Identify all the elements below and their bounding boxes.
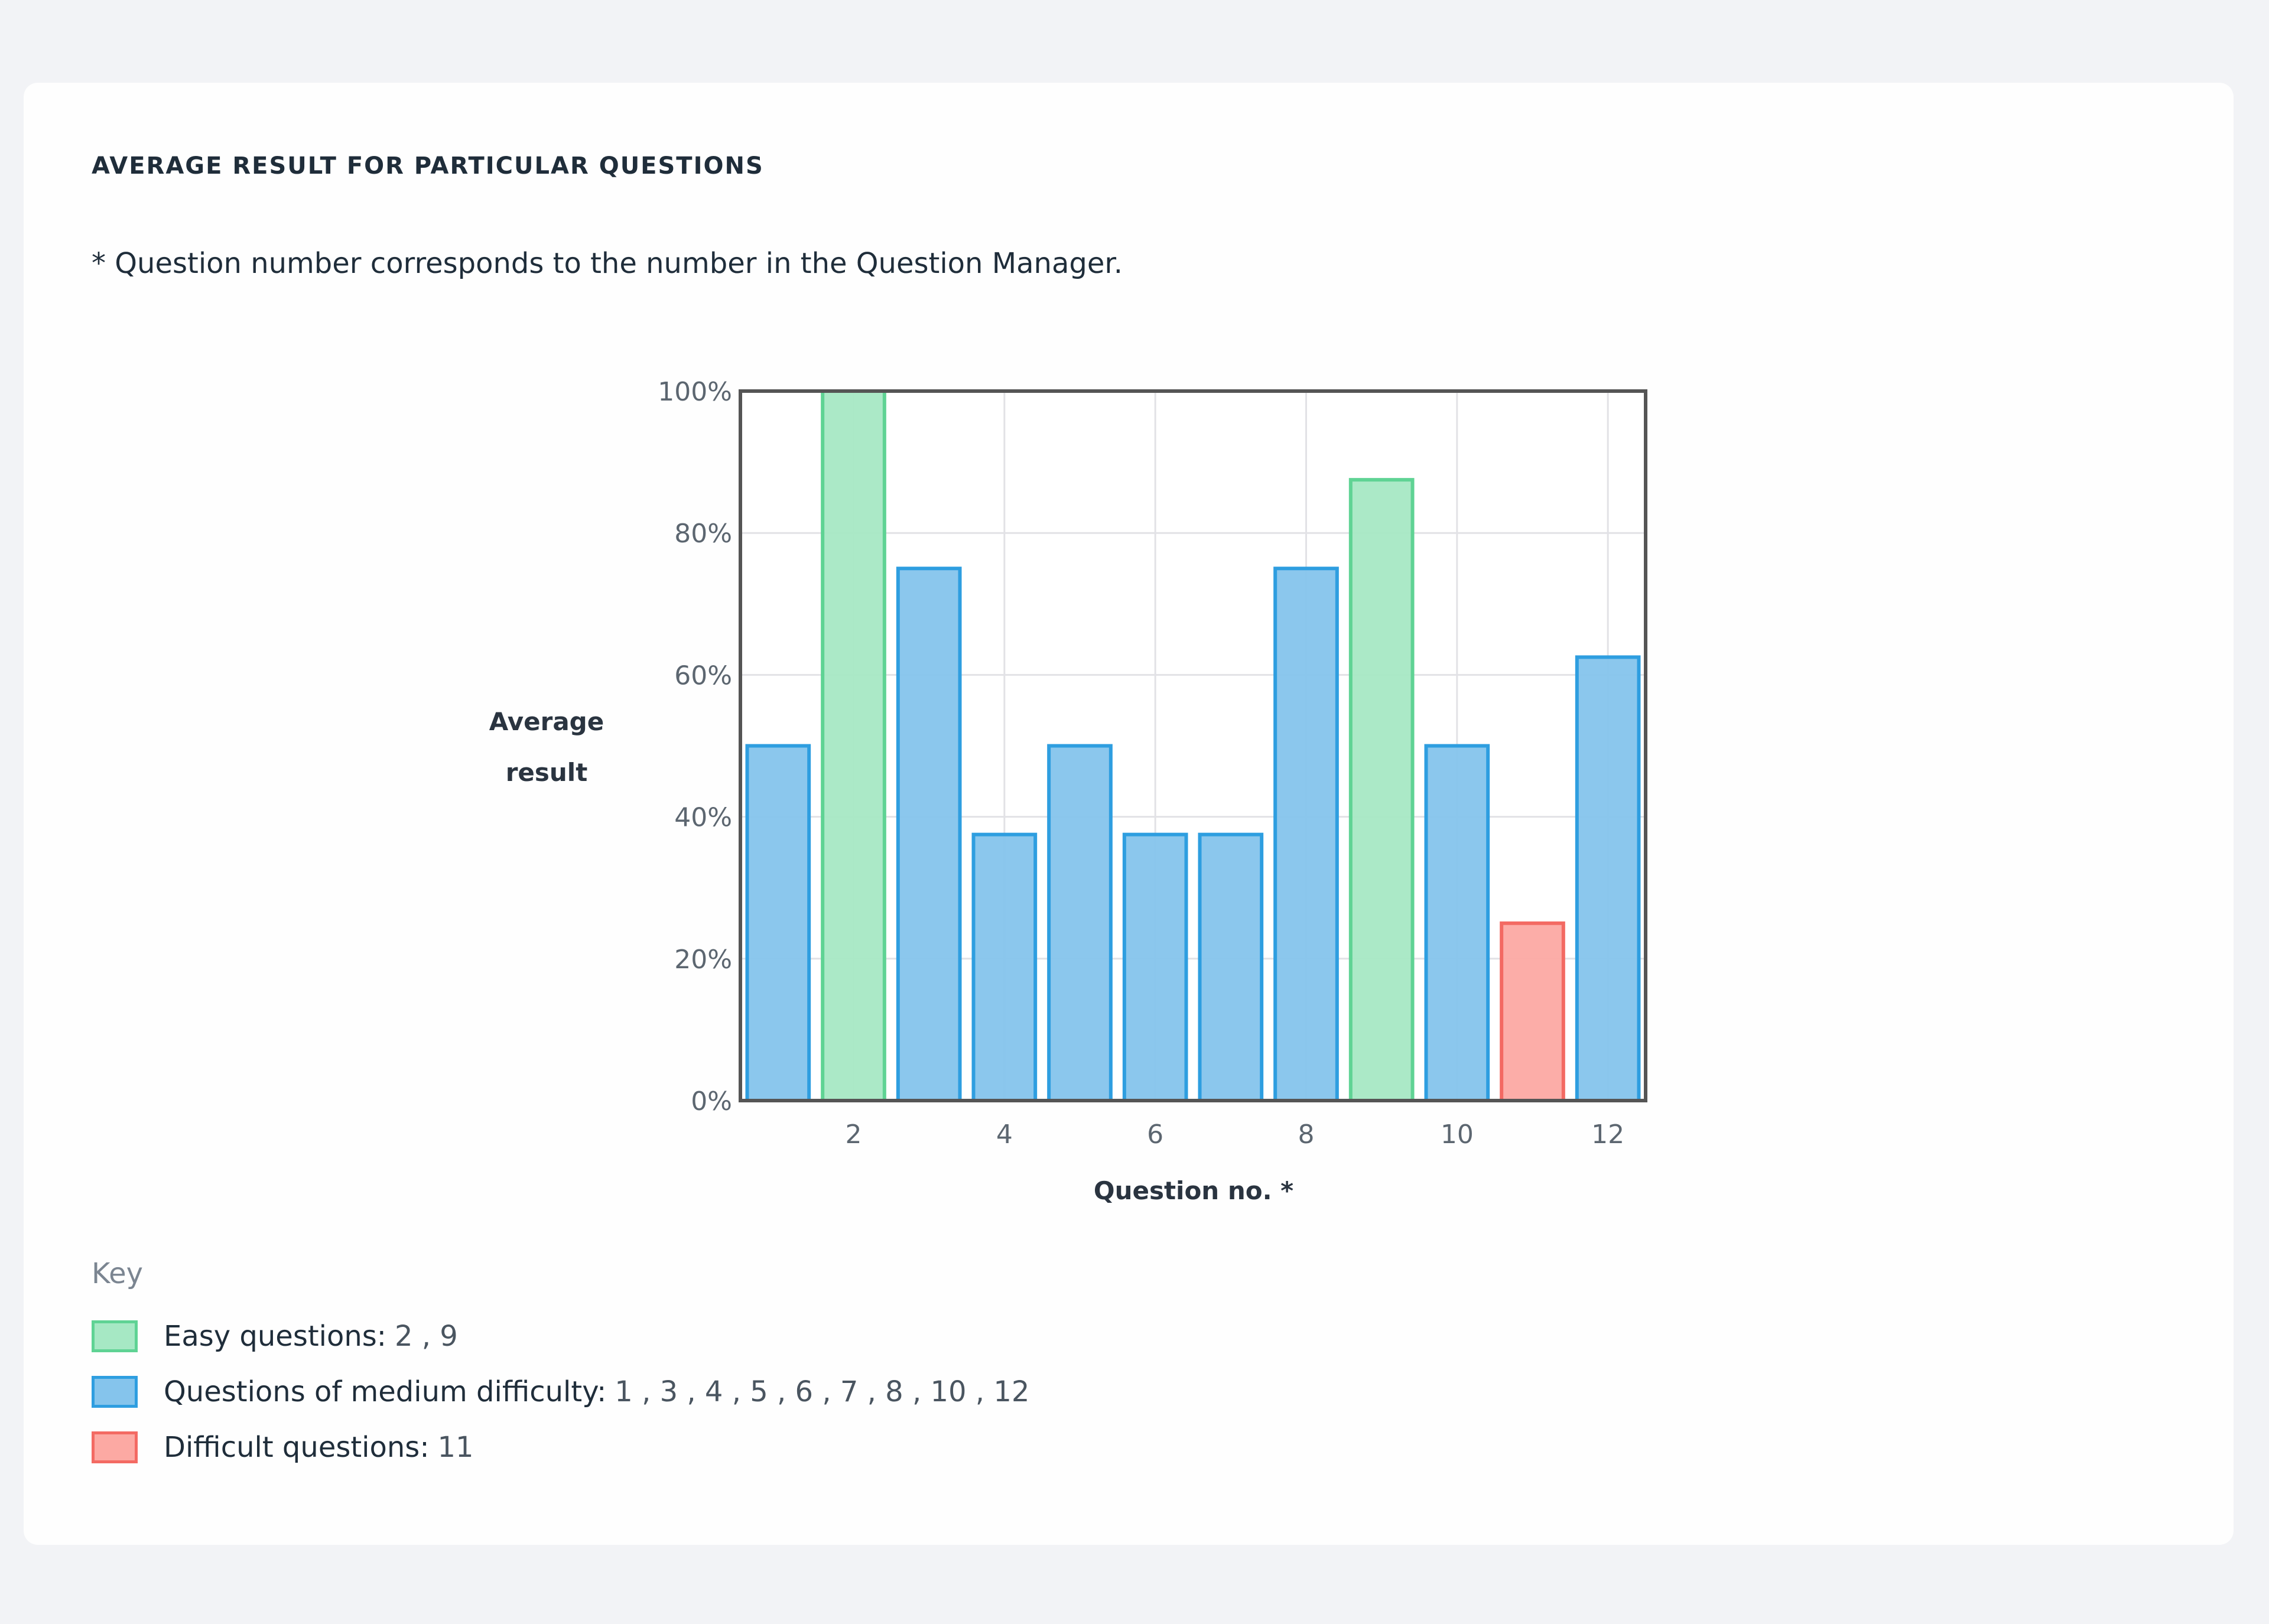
bar-question-1 xyxy=(745,744,811,1102)
x-tick-label: 4 xyxy=(996,1119,1013,1150)
bar-question-7 xyxy=(1198,832,1264,1102)
bar-question-2 xyxy=(821,389,886,1102)
y-tick-label: 20% xyxy=(674,945,732,975)
key-label: Easy questions: xyxy=(164,1320,386,1353)
easy-swatch xyxy=(92,1320,138,1352)
plot-border xyxy=(739,389,1647,1102)
x-tick-label: 6 xyxy=(1147,1119,1163,1150)
key-item-difficult: Difficult questions: 11 xyxy=(92,1431,474,1464)
y-tick-label: 80% xyxy=(674,519,732,549)
medium-swatch xyxy=(92,1376,138,1408)
card-title: AVERAGE RESULT FOR PARTICULAR QUESTIONS xyxy=(92,152,764,180)
x-tick-label: 10 xyxy=(1441,1119,1474,1150)
y-axis-label: result xyxy=(506,758,588,787)
bar-question-5 xyxy=(1047,744,1113,1102)
key-label: Difficult questions: xyxy=(164,1431,430,1464)
y-tick-label: 60% xyxy=(674,660,732,691)
key-values: 2 , 9 xyxy=(394,1320,458,1353)
plot-area xyxy=(740,391,1646,1101)
key-values: 1 , 3 , 4 , 5 , 6 , 7 , 8 , 10 , 12 xyxy=(615,1375,1030,1408)
bar-question-9 xyxy=(1348,478,1415,1102)
difficult-swatch xyxy=(92,1431,138,1463)
y-tick-label: 0% xyxy=(691,1086,732,1117)
bar-question-3 xyxy=(896,567,962,1102)
x-tick-label: 8 xyxy=(1298,1119,1315,1150)
question-number-note: * Question number corresponds to the num… xyxy=(92,247,1123,280)
key-label: Questions of medium difficulty: xyxy=(164,1375,607,1408)
bar-question-4 xyxy=(971,832,1038,1102)
x-axis-label: Question no. * xyxy=(1094,1176,1293,1205)
bar-question-10 xyxy=(1424,744,1490,1102)
key-item-easy: Easy questions: 2 , 9 xyxy=(92,1320,458,1353)
bar-question-11 xyxy=(1500,921,1565,1102)
key-title: Key xyxy=(92,1257,144,1290)
bar-question-8 xyxy=(1273,567,1339,1102)
bar-question-12 xyxy=(1575,655,1641,1102)
x-tick-label: 12 xyxy=(1591,1119,1624,1150)
y-tick-label: 40% xyxy=(674,803,732,833)
y-tick-label: 100% xyxy=(658,377,732,407)
y-axis-label: Average xyxy=(489,707,604,736)
bar-question-6 xyxy=(1122,832,1188,1102)
key-item-medium: Questions of medium difficulty: 1 , 3 , … xyxy=(92,1375,1029,1408)
x-tick-label: 2 xyxy=(846,1119,862,1150)
key-values: 11 xyxy=(437,1431,474,1464)
